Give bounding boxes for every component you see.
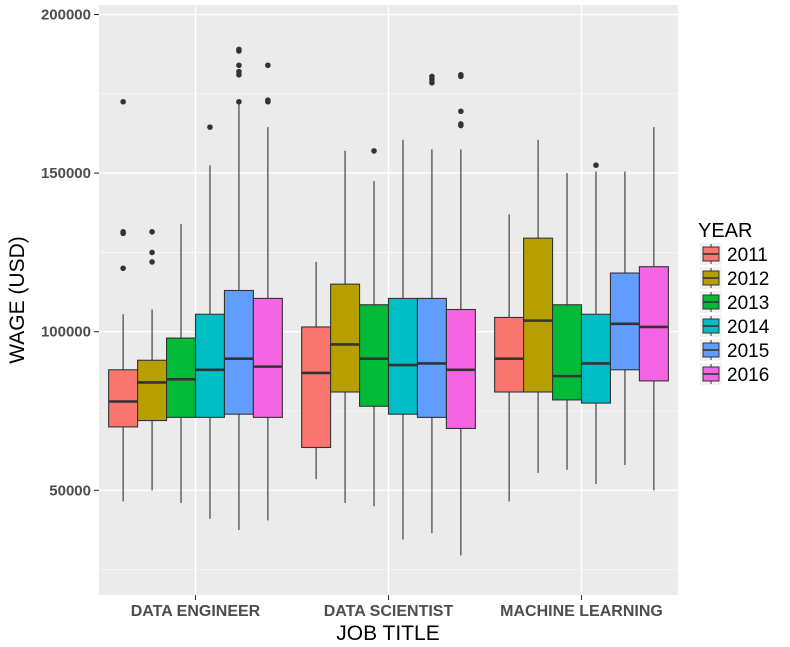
outlier-point — [458, 108, 464, 115]
box-2011-0 — [108, 98, 139, 502]
box-iqr — [494, 316, 525, 393]
outlier-point — [149, 229, 155, 235]
y-axis-title: WAGE (USD) — [6, 236, 29, 364]
x-axis-title: JOB TITLE — [336, 622, 439, 645]
outlier-point — [593, 162, 599, 168]
x-axis: DATA ENGINEER DATA SCIENTIST MACHINE LEARN… — [131, 595, 663, 620]
box-iqr — [137, 359, 168, 422]
outlier-point — [149, 249, 155, 256]
box-2013-0 — [166, 223, 197, 504]
box-2014-0 — [194, 124, 226, 519]
legend-item-2014: 2014 — [700, 315, 770, 338]
box-2012-1 — [330, 150, 361, 504]
legend-item-2012: 2012 — [700, 267, 769, 290]
box-iqr — [301, 326, 332, 449]
box-iqr — [166, 337, 197, 418]
box-iqr — [523, 237, 554, 393]
box-2016-2 — [638, 127, 669, 491]
outlier-point — [429, 73, 435, 80]
box-iqr — [387, 297, 419, 415]
box-2011-1 — [301, 261, 332, 480]
outlier-point — [371, 148, 377, 154]
outlier-point — [236, 98, 242, 105]
outlier-point — [120, 229, 126, 235]
box-2013-1 — [358, 148, 390, 507]
x-tick-label: DATA SCIENTIST — [324, 603, 454, 620]
outlier-point — [236, 46, 242, 53]
box-2016-1 — [445, 71, 476, 556]
legend-label: 2011 — [727, 245, 768, 266]
box-iqr — [580, 313, 612, 404]
box-2013-2 — [551, 173, 583, 470]
outlier-point — [120, 265, 126, 272]
series-2011 — [108, 98, 525, 502]
legend-label: 2016 — [727, 365, 769, 386]
box-iqr — [609, 272, 640, 371]
legend-item-2015: 2015 — [700, 339, 769, 362]
box-2015-2 — [609, 171, 640, 465]
box-2012-0 — [137, 229, 168, 491]
outlier-point — [265, 62, 271, 69]
legend-item-2011: 2011 — [700, 243, 768, 266]
box-2016-0 — [252, 62, 283, 521]
box-iqr — [416, 297, 447, 418]
x-tick-label: DATA ENGINEER — [131, 603, 261, 620]
outlier-point — [458, 121, 464, 127]
box-iqr — [252, 297, 283, 418]
series-2012 — [137, 139, 554, 504]
legend-label: 2013 — [727, 293, 769, 314]
legend: YEAR 2011 2012 2013 2014 2015 2016 — [698, 220, 770, 386]
y-tick-label: 200000 — [41, 7, 91, 24]
outlier-point — [236, 68, 242, 75]
series-2014 — [194, 124, 612, 540]
y-axis: 50000 100000 150000 200000 — [41, 7, 99, 499]
box-2014-2 — [580, 162, 612, 484]
outlier-point — [207, 124, 213, 130]
box-2014-1 — [387, 139, 419, 540]
box-iqr — [330, 283, 361, 393]
box-2012-2 — [523, 139, 554, 473]
series-2016 — [252, 62, 669, 556]
box-2015-0 — [223, 46, 254, 530]
series-2013 — [166, 148, 583, 507]
box-iqr — [638, 266, 669, 382]
x-tick-label: MACHINE LEARNING — [500, 603, 663, 620]
y-tick-label: 150000 — [41, 165, 91, 182]
outlier-point — [458, 71, 464, 78]
box-2011-2 — [494, 214, 525, 502]
box-series — [108, 46, 669, 556]
y-tick-label: 100000 — [41, 324, 91, 341]
legend-title: YEAR — [698, 220, 752, 242]
outlier-point — [236, 62, 242, 69]
box-iqr — [223, 289, 254, 415]
box-iqr — [551, 304, 583, 401]
outlier-point — [265, 97, 271, 103]
legend-label: 2015 — [727, 341, 769, 362]
legend-label: 2014 — [727, 317, 770, 338]
box-iqr — [108, 369, 139, 428]
box-iqr — [358, 304, 390, 407]
outlier-point — [149, 259, 155, 265]
box-iqr — [194, 313, 226, 418]
legend-label: 2012 — [727, 269, 769, 290]
outlier-point — [120, 98, 126, 105]
y-tick-label: 50000 — [49, 482, 91, 499]
legend-item-2013: 2013 — [700, 291, 769, 314]
legend-item-2016: 2016 — [700, 363, 769, 386]
